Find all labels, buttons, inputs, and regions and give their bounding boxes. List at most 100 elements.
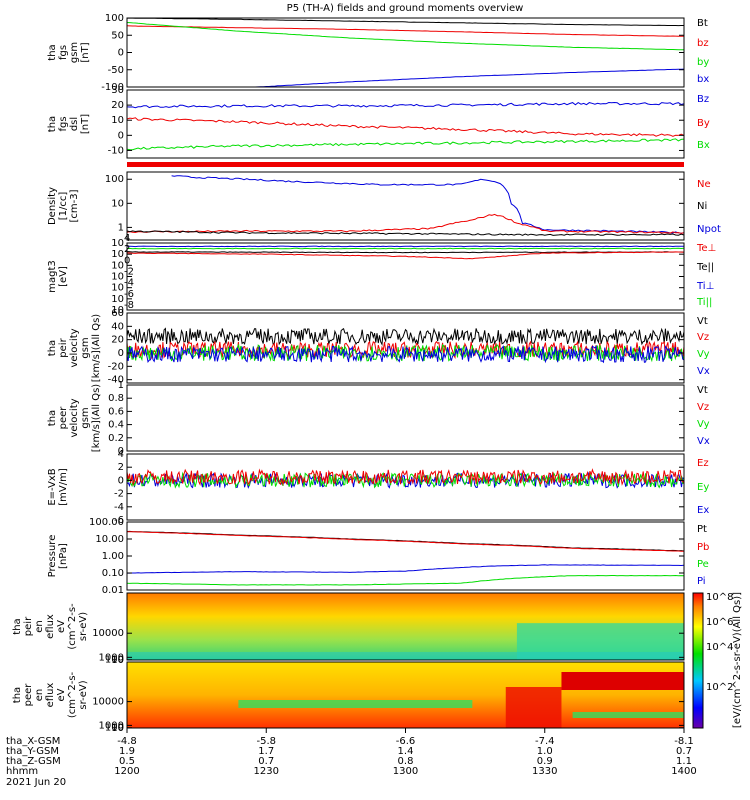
trace-Npot — [171, 175, 685, 234]
x-axis-row-label: tha_X-GSM — [6, 736, 60, 747]
x-tick-label: -8.1 — [674, 736, 694, 747]
x-tick-label: 1330 — [532, 766, 557, 777]
trace-Vx — [126, 345, 685, 364]
y-axis-label: [mV/m] — [58, 468, 69, 506]
legend-Bx: Bx — [697, 140, 710, 151]
panel-frame — [126, 592, 685, 661]
trace-Ex — [126, 471, 685, 489]
x-tick-label: -7.4 — [535, 736, 555, 747]
colorbar-tick-label: 10^4 — [706, 642, 733, 653]
y-axis-label: [km/s](All Qs) — [91, 314, 102, 382]
y-axis-label: tha — [47, 116, 58, 132]
y-tick-label: 0 — [118, 446, 124, 457]
y-tick-label: 1 — [118, 380, 124, 391]
x-tick-label: 1.1 — [676, 756, 692, 767]
y-tick-label: 0 — [118, 48, 124, 59]
colorbar-tick-label: 10^2 — [706, 682, 733, 693]
legend-Ti||: Ti|| — [696, 297, 712, 308]
y-axis-label: eflux — [45, 614, 56, 639]
legend-bz: bz — [697, 38, 709, 49]
y-axis-label: tha — [47, 44, 58, 60]
trace-Ti|| — [126, 247, 685, 250]
y-axis-label: [eV] — [58, 266, 69, 287]
y-axis-label: gsm — [80, 407, 91, 428]
y-tick-label: 0.2 — [108, 433, 124, 444]
x-tick-label: 0.7 — [676, 746, 692, 757]
colorbar-label: [eV/(cm^2-s-sr-eV)(All Qs)] — [732, 592, 743, 728]
y-axis-label: fgs — [58, 116, 69, 131]
y-tick-label: 10.00 — [95, 534, 124, 545]
y-tick-exponent: -8 — [124, 300, 134, 311]
y-tick-label: 10 — [111, 294, 124, 305]
x-axis-row-label: 2021 Jun 20 — [6, 777, 66, 788]
y-tick-exponent: -6 — [124, 289, 134, 300]
legend-Vy: Vy — [697, 419, 710, 430]
x-tick-label: 1400 — [671, 766, 696, 777]
panel-efield: 4 2 0 -2 -4 -6 E=-VxB [mV/m] Ez Ey Ex — [47, 449, 709, 526]
trace-Ti⊥ — [126, 245, 684, 248]
y-tick-exponent: 0 — [124, 255, 130, 266]
y-axis-label: (cm^2-s- — [67, 603, 78, 650]
y-tick-exponent: -2 — [124, 267, 134, 278]
y-axis-label: sr-eV) — [78, 612, 89, 641]
y-tick-label: 10 — [111, 723, 124, 734]
panel-frame — [126, 521, 685, 591]
legend-Bz: Bz — [697, 94, 709, 105]
y-tick-label: 100.00 — [89, 517, 124, 528]
y-axis-label: en — [34, 689, 45, 702]
y-tick-label: 1.00 — [102, 551, 124, 562]
y-tick-label: 10 — [111, 283, 124, 294]
legend-Ey: Ey — [697, 482, 709, 493]
trace-by — [126, 22, 685, 51]
y-tick-label: 10 — [111, 249, 124, 260]
legend-bx: bx — [697, 74, 709, 85]
legend-Ti⊥: Ti⊥ — [696, 281, 714, 292]
y-tick-label: 10 — [111, 305, 124, 316]
y-tick-label: -10 — [108, 145, 124, 156]
trace-Te|| — [127, 251, 685, 254]
legend-Pt: Pt — [697, 524, 707, 535]
spectrogram-feature — [127, 652, 684, 660]
panel-frame — [126, 171, 685, 241]
colorbar: 10^8 10^6 10^4 10^2[eV/(cm^2-s-sr-eV)(All Q… — [692, 592, 743, 729]
y-tick-label: 100 — [105, 655, 124, 666]
y-tick-label: 60 — [111, 308, 124, 319]
figure-title: P5 (TH-A) fields and ground moments over… — [287, 3, 524, 14]
trace-bz — [126, 25, 685, 37]
x-tick-label: 1.9 — [119, 746, 135, 757]
y-tick-label: -100 — [101, 82, 124, 93]
x-tick-label: 1.4 — [398, 746, 414, 757]
legend-Vt: Vt — [697, 316, 708, 327]
colorbar-tick-label: 10^6 — [706, 617, 733, 628]
x-tick-label: 1230 — [254, 766, 279, 777]
trace-Vt — [126, 327, 685, 347]
panel-frame — [126, 312, 685, 384]
panel-density: 100 10 1 Density [1/cc] [cm-3] Ne Ni Npot — [47, 171, 721, 241]
trace-Pi — [127, 564, 685, 574]
y-axis-label: gsm — [69, 42, 80, 63]
y-tick-label: -40 — [108, 375, 124, 386]
spectrogram-feature — [505, 687, 562, 728]
legend-Te||: Te|| — [696, 262, 714, 273]
y-axis-label: peer — [58, 406, 69, 430]
y-tick-label: -20 — [108, 361, 124, 372]
y-axis-label: [nT] — [80, 114, 91, 134]
y-axis-label: sr-eV) — [78, 680, 89, 709]
legend-By: By — [697, 118, 710, 129]
legend-Vx: Vx — [697, 436, 710, 447]
trace-Pe — [126, 574, 685, 586]
legend-Vz: Vz — [697, 402, 709, 413]
y-axis-label: E=-VxB — [47, 468, 58, 505]
legend-Ni: Ni — [697, 201, 707, 212]
panel-frame — [126, 453, 685, 521]
panel-frame — [126, 89, 685, 159]
y-tick-label: 10 — [111, 272, 124, 283]
spectrogram-feature — [561, 672, 684, 690]
y-tick-label: -50 — [108, 65, 124, 76]
panel-fgs_gsm: 100 50 0 -50 -100 tha fgs gsm [nT] Bt bz by bx — [47, 13, 709, 93]
colorbar-gradient — [692, 592, 704, 729]
y-tick-exponent: 2 — [124, 244, 130, 255]
